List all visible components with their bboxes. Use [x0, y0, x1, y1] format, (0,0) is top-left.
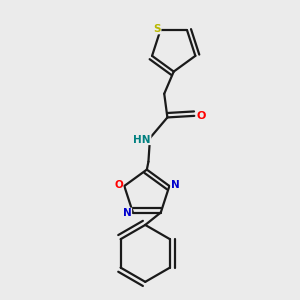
Text: O: O — [196, 111, 206, 121]
Text: S: S — [153, 24, 161, 34]
Text: O: O — [114, 180, 123, 190]
Text: N: N — [123, 208, 132, 218]
Text: HN: HN — [133, 135, 151, 145]
Text: N: N — [171, 180, 179, 190]
